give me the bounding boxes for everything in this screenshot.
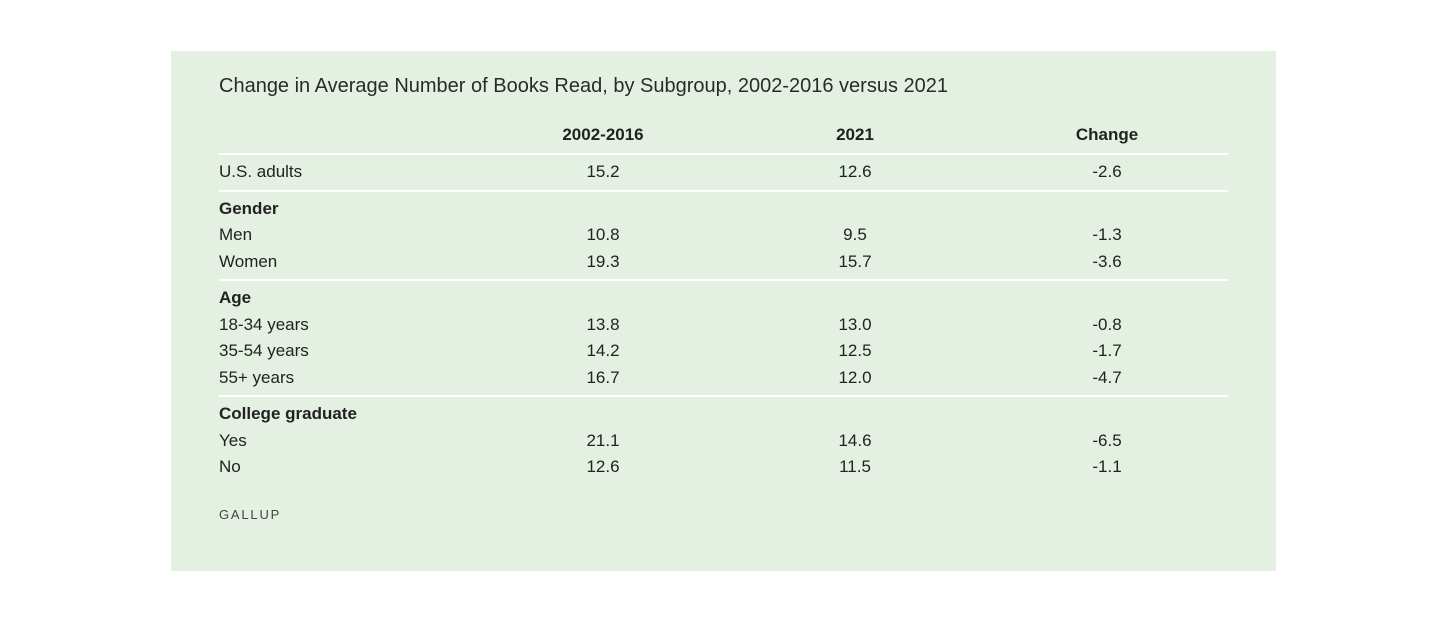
row-label: Men [219,225,253,244]
source-label: GALLUP [219,507,282,522]
chart-title: Change in Average Number of Books Read, … [219,75,949,97]
divider [219,189,1228,192]
row-label: Yes [219,430,247,450]
group-header-gender: Gender [219,196,1228,223]
table-row-men: Men 10.8 9.5 -1.3 [219,222,1228,249]
group-label: College graduate [219,404,357,423]
table-row-us-adults: U.S. adults 15.2 12.6 -2.6 [219,159,1228,186]
group-header-age: Age [219,285,1228,312]
group-label: Gender [219,198,279,218]
table-row-35-54: 35-54 years 14.2 12.5 -1.7 [219,338,1228,365]
table-row-yes: Yes 21.1 14.6 -6.5 [219,428,1228,455]
divider [219,153,1228,155]
group-header-college-graduate: College graduate [219,401,1228,428]
table-row-18-34: 18-34 years 13.8 13.0 -0.8 [219,312,1228,339]
chart-panel: Change in Average Number of Books Read, … [171,51,1276,571]
row-label: 35-54 years [219,341,309,360]
divider [219,279,1228,281]
header-row: 2002-2016 2021 Change [562,125,1139,144]
row-label: 55+ years [219,367,295,387]
row-label: 18-34 years [219,314,309,334]
row-label: U.S. adults [219,162,303,181]
row-label: Women [219,251,278,271]
row-label: No [219,457,241,476]
table-row-women: Women 19.3 15.7 -3.6 [219,249,1228,276]
table-row-55-plus: 55+ years 16.7 12.0 -4.7 [219,365,1228,392]
data-table: 2002-2016 2021 Change U.S. adults 15.2 1… [219,121,1228,481]
divider [219,395,1228,397]
table-row-no: No 12.6 11.5 -1.1 [219,454,1228,481]
group-label: Age [219,288,252,307]
